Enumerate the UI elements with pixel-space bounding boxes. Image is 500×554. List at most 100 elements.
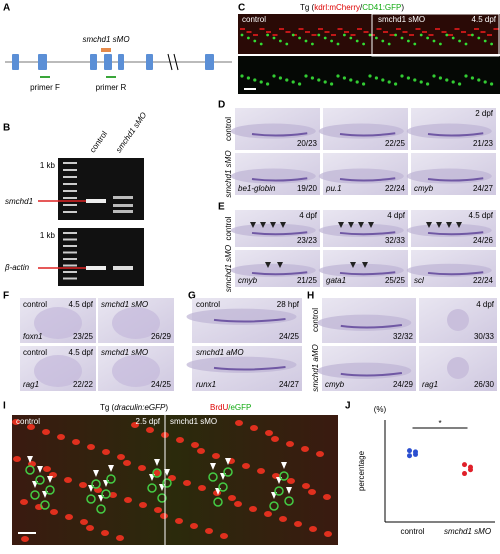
title-part: /eGFP xyxy=(228,403,251,412)
vessel xyxy=(337,28,343,30)
nucleus xyxy=(271,436,279,442)
gfp-cell xyxy=(284,496,294,506)
label: 4 dpf xyxy=(299,211,318,220)
gfp-cell xyxy=(218,482,228,492)
cell xyxy=(362,42,365,46)
cell xyxy=(458,39,461,43)
gfp-cell xyxy=(25,465,35,475)
cell xyxy=(362,82,366,86)
head xyxy=(34,355,82,387)
label: 22/22 xyxy=(73,380,94,389)
panel-label: C xyxy=(238,3,245,14)
nucleus xyxy=(87,444,95,450)
nucleus xyxy=(198,485,206,491)
vessel xyxy=(324,31,330,33)
gfp-cell xyxy=(86,494,96,504)
cell xyxy=(419,33,423,37)
arrowhead xyxy=(358,222,364,228)
panel-label: B xyxy=(3,123,10,134)
exon xyxy=(90,54,97,70)
title-part: BrdU xyxy=(210,403,228,412)
nucleus xyxy=(146,427,154,433)
arrowhead xyxy=(456,222,462,228)
title-part: / xyxy=(360,3,363,12)
cell xyxy=(464,42,468,46)
head xyxy=(112,355,160,387)
stain xyxy=(251,177,308,182)
vessel xyxy=(396,28,401,30)
nucleus xyxy=(21,536,29,542)
cell xyxy=(291,80,295,84)
vessel xyxy=(305,31,310,33)
cell xyxy=(355,80,359,84)
nucleus xyxy=(27,424,35,430)
cell xyxy=(266,33,269,37)
title-part: draculin:eGFP xyxy=(114,403,166,412)
nucleus xyxy=(124,497,132,503)
arrowhead xyxy=(286,487,292,494)
cell xyxy=(323,80,327,84)
band xyxy=(113,204,133,207)
band xyxy=(113,210,133,213)
label: 23/25 xyxy=(73,332,94,341)
label: 4 dpf xyxy=(476,300,495,309)
cell xyxy=(240,33,244,37)
label: 26/30 xyxy=(474,380,495,389)
nucleus xyxy=(242,463,250,469)
nucleus xyxy=(153,470,161,476)
ladder-band xyxy=(63,232,77,234)
nucleus xyxy=(190,523,198,529)
gel xyxy=(58,228,144,286)
nucleus xyxy=(212,453,220,459)
stain xyxy=(339,271,396,276)
cell xyxy=(375,36,378,40)
cell xyxy=(483,39,487,43)
cell xyxy=(387,42,391,46)
panel-label: I xyxy=(3,401,6,412)
ladder-band xyxy=(63,245,77,247)
cell xyxy=(253,39,257,43)
gfp-cell xyxy=(208,472,218,482)
vessel xyxy=(259,28,265,30)
cell xyxy=(349,78,353,82)
cell xyxy=(298,36,301,40)
title-part: ) xyxy=(165,403,168,412)
arrowhead xyxy=(436,222,442,228)
label: 22/24 xyxy=(473,276,494,285)
vessel xyxy=(474,28,479,30)
nucleus xyxy=(175,518,183,524)
band xyxy=(86,266,106,270)
stain xyxy=(251,132,308,137)
label: 24/25 xyxy=(279,332,300,341)
arrowhead xyxy=(368,222,374,228)
nucleus xyxy=(316,451,324,457)
nucleus xyxy=(205,528,213,534)
cell xyxy=(464,74,468,78)
label: β-actin xyxy=(4,263,30,272)
cell xyxy=(247,36,250,40)
label: 4 dpf xyxy=(387,211,406,220)
nucleus xyxy=(123,460,131,466)
arrowhead xyxy=(270,222,276,228)
nucleus xyxy=(287,478,295,484)
gfp-cell xyxy=(40,500,50,510)
ladder-band xyxy=(63,238,77,241)
cell xyxy=(477,36,481,40)
data-point xyxy=(407,453,412,459)
cell xyxy=(330,82,334,86)
vessel xyxy=(253,34,258,36)
ladder-band xyxy=(63,197,77,199)
exon xyxy=(118,54,124,70)
vessel xyxy=(389,34,395,36)
label: control xyxy=(16,417,40,426)
eye xyxy=(447,309,469,331)
label: 30/33 xyxy=(474,332,495,341)
nucleus xyxy=(235,420,243,426)
label: 24/26 xyxy=(473,236,494,245)
gfp-cell xyxy=(35,475,45,485)
title-part: CD41:GFP xyxy=(362,3,401,12)
arrowhead xyxy=(348,222,354,228)
cell xyxy=(490,42,493,46)
arrowhead xyxy=(27,456,33,463)
